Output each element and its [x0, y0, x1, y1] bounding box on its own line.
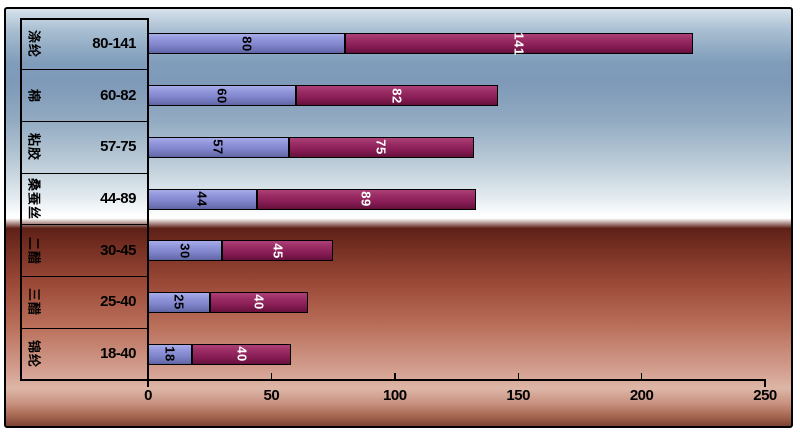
- bar-min-value-label: 25: [171, 294, 187, 311]
- bar-max-segment: [296, 85, 499, 107]
- x-axis-tick: [270, 373, 273, 379]
- bar-min-value-label: 18: [162, 346, 178, 362]
- panel-left-line: [20, 18, 22, 380]
- category-separator-line: [20, 172, 148, 174]
- x-axis-tick: [764, 380, 766, 387]
- bar-max-value-label: 40: [234, 346, 250, 362]
- bar-min-segment: [148, 33, 346, 55]
- category-range-label: 25-40: [100, 293, 136, 311]
- category-range-label: 57-75: [100, 138, 136, 156]
- bar-min-segment: [148, 343, 193, 365]
- bar-max-segment: [345, 33, 694, 55]
- bar-max-value-label: 82: [389, 87, 405, 104]
- category-range-label: 30-45: [100, 241, 136, 259]
- category-range-label: 80-141: [92, 34, 136, 52]
- category-range-label: 60-82: [100, 86, 136, 104]
- category-range-label: 18-40: [100, 345, 136, 363]
- value-axis-line: [20, 379, 766, 381]
- category-separator-line: [20, 120, 148, 122]
- x-axis-tick-label: 50: [263, 387, 280, 404]
- bar-max-segment: [209, 291, 309, 313]
- bar-max-segment: [288, 136, 474, 158]
- bar-min-value-label: 30: [177, 242, 193, 259]
- x-axis-tick-label: 200: [629, 387, 654, 404]
- x-axis-tick-label: 0: [144, 387, 152, 404]
- category-separator-line: [20, 276, 148, 278]
- bar-min-segment: [148, 85, 297, 107]
- category-separator-line: [20, 69, 148, 71]
- bar-min-value-label: 57: [210, 139, 226, 156]
- x-axis-tick-label: 250: [753, 387, 777, 404]
- bar-min-value-label: 60: [214, 87, 230, 104]
- bar-max-segment: [192, 343, 292, 365]
- x-axis-tick: [640, 373, 643, 379]
- x-axis-tick: [517, 373, 519, 379]
- bar-max-segment: [222, 240, 334, 262]
- bar-max-value-label: 75: [373, 139, 389, 156]
- bar-max-value-label: 45: [270, 242, 286, 259]
- bar-min-value-label: 44: [194, 191, 210, 207]
- x-axis-tick: [147, 380, 149, 387]
- panel-top-line: [20, 18, 149, 20]
- bar-min-segment: [148, 240, 222, 262]
- bar-max-value-label: 89: [358, 191, 374, 207]
- category-separator-line: [20, 327, 148, 329]
- x-axis-tick-label: 100: [383, 387, 407, 404]
- category-separator-line: [20, 224, 148, 226]
- bar-max-segment: [256, 188, 477, 210]
- chart-area-background: [4, 7, 793, 428]
- bar-max-value-label: 141: [511, 32, 527, 56]
- category-axis-line: [146, 18, 149, 387]
- x-axis-tick-label: 150: [506, 387, 530, 404]
- x-axis-tick: [394, 373, 396, 379]
- bar-max-value-label: 40: [251, 294, 267, 311]
- bar-min-value-label: 80: [239, 36, 255, 52]
- category-range-label: 44-89: [100, 190, 136, 207]
